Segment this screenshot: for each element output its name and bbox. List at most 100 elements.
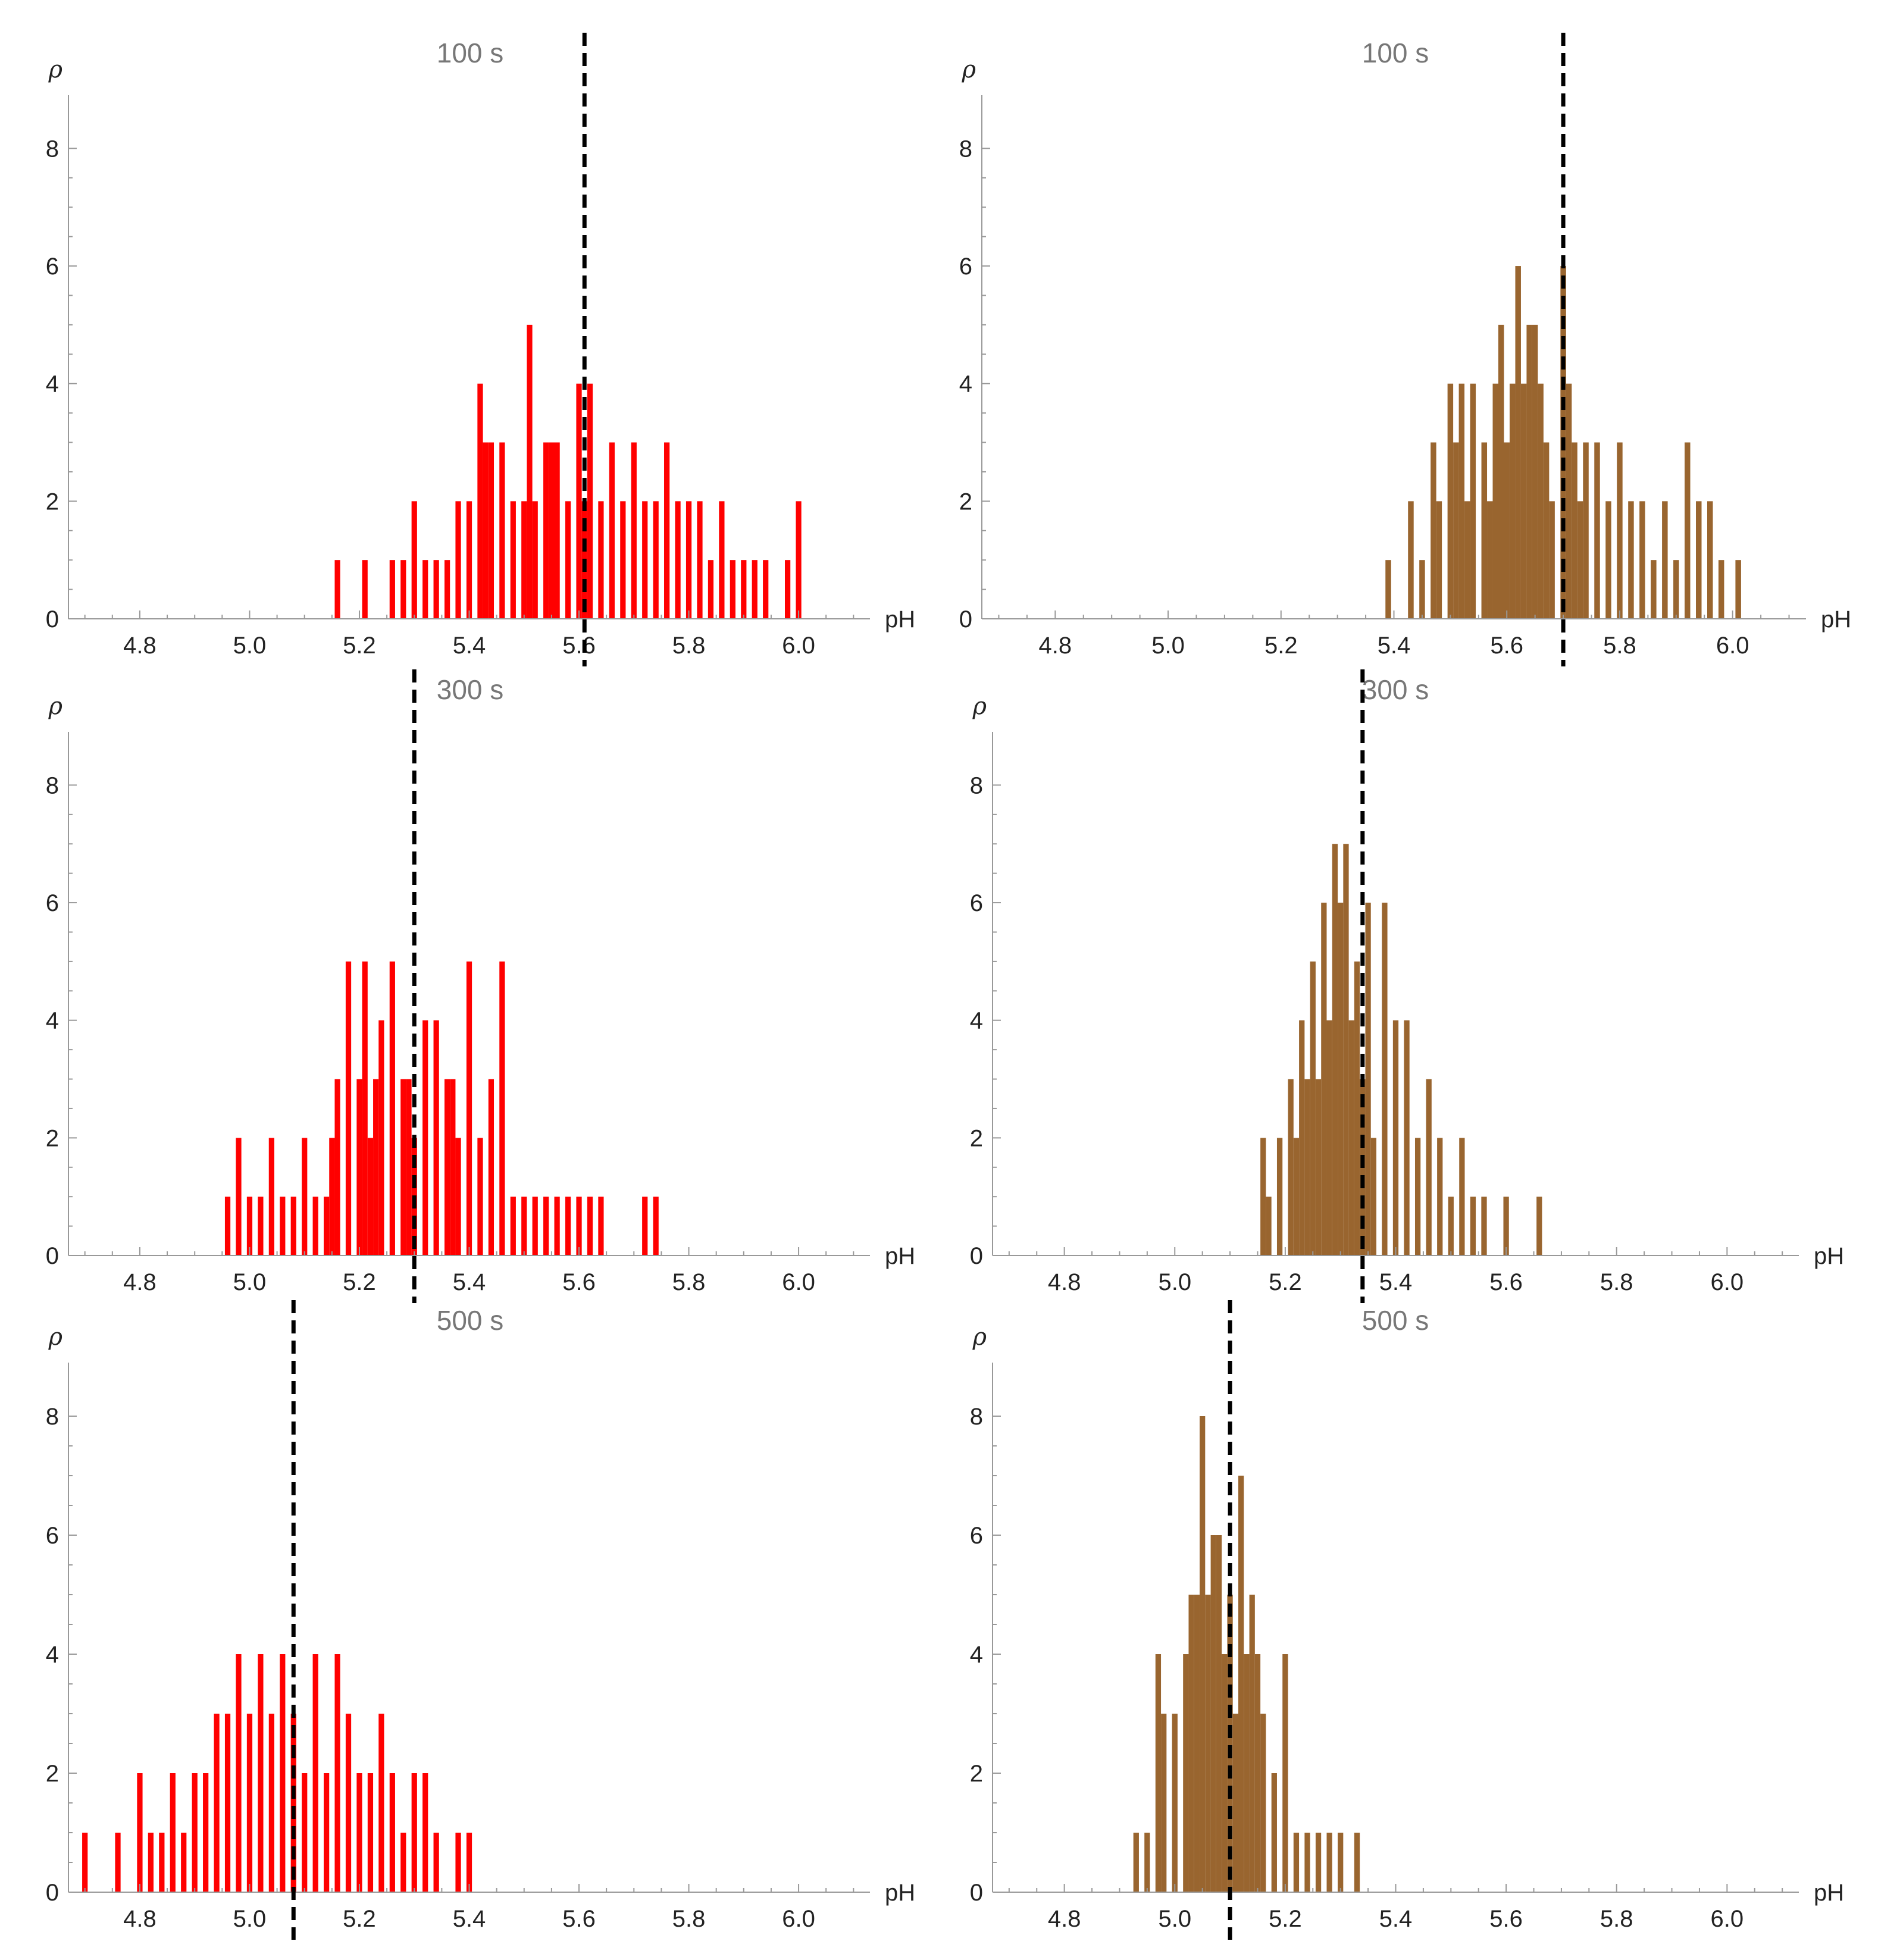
y-tick-label: 8 bbox=[970, 772, 983, 799]
histogram-bar bbox=[1232, 1714, 1238, 1892]
x-tick-label: 5.8 bbox=[672, 1269, 706, 1295]
y-tick-label: 6 bbox=[970, 1523, 983, 1549]
histogram-bar bbox=[1481, 442, 1488, 619]
histogram-bar bbox=[1338, 903, 1344, 1255]
histogram-bar bbox=[565, 501, 571, 619]
histogram-bar bbox=[620, 501, 626, 619]
histogram-bar bbox=[532, 1197, 538, 1255]
histogram-bar bbox=[1498, 324, 1504, 619]
histogram-panel-2: 4.8 5.0 5.2 5.4 5.6 5.8 6.0 0 2 4 6 8 pH ρ 100 s bbox=[959, 33, 1851, 666]
x-tick-label: 5.0 bbox=[1158, 1906, 1191, 1932]
x-tick-label: 5.2 bbox=[1269, 1906, 1302, 1932]
histogram-bar bbox=[1392, 1020, 1399, 1255]
x-tick-label: 5.0 bbox=[1151, 633, 1185, 659]
y-axis-label: ρ bbox=[48, 56, 62, 83]
histogram-bar bbox=[181, 1833, 187, 1892]
y-tick-label: 8 bbox=[46, 1404, 59, 1430]
histogram-bar bbox=[290, 1197, 296, 1255]
y-tick-label: 0 bbox=[46, 1880, 59, 1906]
histogram-bar bbox=[1718, 560, 1724, 619]
histogram-bar bbox=[1315, 1833, 1322, 1892]
histogram-bar bbox=[1332, 844, 1338, 1255]
histogram-panel-4: 4.8 5.0 5.2 5.4 5.6 5.8 6.0 0 2 4 6 8 pH ρ 300 s bbox=[970, 669, 1844, 1303]
histogram-bar bbox=[1133, 1833, 1139, 1892]
y-tick-label: 2 bbox=[46, 489, 59, 515]
x-tick-label: 5.0 bbox=[1158, 1269, 1191, 1295]
histogram-bar bbox=[554, 442, 560, 619]
histogram-bar bbox=[329, 1138, 335, 1255]
histogram-bar bbox=[664, 442, 670, 619]
histogram-bar bbox=[302, 1773, 308, 1892]
x-tick-label: 5.4 bbox=[1379, 1906, 1413, 1932]
histogram-bar bbox=[400, 1833, 406, 1892]
x-tick-label: 5.2 bbox=[1269, 1269, 1302, 1295]
histogram-bar bbox=[741, 560, 747, 619]
histogram-bar bbox=[224, 1714, 231, 1892]
x-tick-label: 5.2 bbox=[1264, 633, 1298, 659]
histogram-bar bbox=[576, 1197, 582, 1255]
histogram-bar bbox=[1299, 1020, 1305, 1255]
y-tick-label: 0 bbox=[959, 606, 972, 633]
histogram-bar bbox=[411, 1773, 417, 1892]
x-axis-label: pH bbox=[885, 1243, 915, 1269]
histogram-bar bbox=[1509, 383, 1516, 619]
histogram-bar bbox=[1504, 442, 1510, 619]
y-tick-label: 6 bbox=[959, 253, 972, 280]
y-axis-label: ρ bbox=[961, 56, 976, 83]
histogram-bar bbox=[1470, 1197, 1476, 1255]
histogram-bar bbox=[1194, 1595, 1200, 1892]
y-tick-label: 4 bbox=[46, 371, 59, 397]
histogram-bar bbox=[527, 324, 533, 619]
histogram-bar bbox=[115, 1833, 121, 1892]
histogram-bar bbox=[1260, 1138, 1266, 1255]
histogram-bar bbox=[477, 383, 483, 619]
histogram-panel-6: 4.8 5.0 5.2 5.4 5.6 5.8 6.0 0 2 4 6 8 pH ρ 500 s bbox=[970, 1300, 1844, 1940]
histogram-bar bbox=[1205, 1595, 1211, 1892]
histogram-bar bbox=[1481, 1197, 1487, 1255]
histogram-bar bbox=[236, 1138, 242, 1255]
histogram-bar bbox=[796, 501, 802, 619]
histogram-bar bbox=[1414, 1138, 1421, 1255]
histogram-bar bbox=[1605, 501, 1611, 619]
histogram-bar bbox=[543, 442, 549, 619]
x-tick-label: 4.8 bbox=[123, 1906, 156, 1932]
histogram-bar bbox=[1276, 1138, 1283, 1255]
histogram-bar bbox=[1538, 383, 1544, 619]
x-tick-label: 4.8 bbox=[123, 1269, 156, 1295]
histogram-bar bbox=[1651, 560, 1657, 619]
y-tick-label: 6 bbox=[46, 890, 59, 916]
histogram-bar bbox=[1470, 383, 1476, 619]
histogram-bar bbox=[246, 1197, 253, 1255]
histogram-bar bbox=[587, 383, 593, 619]
histogram-bar bbox=[1543, 442, 1550, 619]
histogram-bar bbox=[488, 1079, 494, 1255]
histogram-bar bbox=[1200, 1416, 1206, 1892]
histogram-bar bbox=[1458, 383, 1465, 619]
x-tick-label: 6.0 bbox=[1716, 633, 1749, 659]
histogram-bar bbox=[1628, 501, 1634, 619]
histogram-bar bbox=[400, 1079, 406, 1255]
x-tick-label: 4.8 bbox=[1039, 633, 1072, 659]
histogram-bar bbox=[1338, 1833, 1344, 1892]
histogram-bar bbox=[565, 1197, 571, 1255]
histogram-bar bbox=[1238, 1476, 1244, 1892]
histogram-bar bbox=[411, 501, 417, 619]
x-tick-label: 4.8 bbox=[1048, 1269, 1081, 1295]
x-axis-label: pH bbox=[1821, 606, 1851, 633]
histogram-bar bbox=[433, 1020, 439, 1255]
histogram-bar bbox=[1577, 501, 1583, 619]
histogram-bar bbox=[785, 560, 791, 619]
histogram-bar bbox=[1431, 442, 1436, 619]
histogram-bar bbox=[1266, 1197, 1272, 1255]
x-tick-label: 5.4 bbox=[453, 633, 486, 659]
histogram-bar bbox=[214, 1714, 220, 1892]
histogram-bar bbox=[312, 1654, 318, 1892]
histogram-bar bbox=[455, 1138, 461, 1255]
histogram-bar bbox=[1419, 560, 1425, 619]
histogram-bar bbox=[1172, 1714, 1178, 1892]
x-tick-label: 6.0 bbox=[782, 1269, 815, 1295]
x-tick-label: 5.4 bbox=[453, 1906, 486, 1932]
histogram-bar bbox=[1310, 961, 1316, 1255]
y-axis-label: ρ bbox=[48, 1323, 62, 1351]
histogram-bar bbox=[324, 1197, 330, 1255]
